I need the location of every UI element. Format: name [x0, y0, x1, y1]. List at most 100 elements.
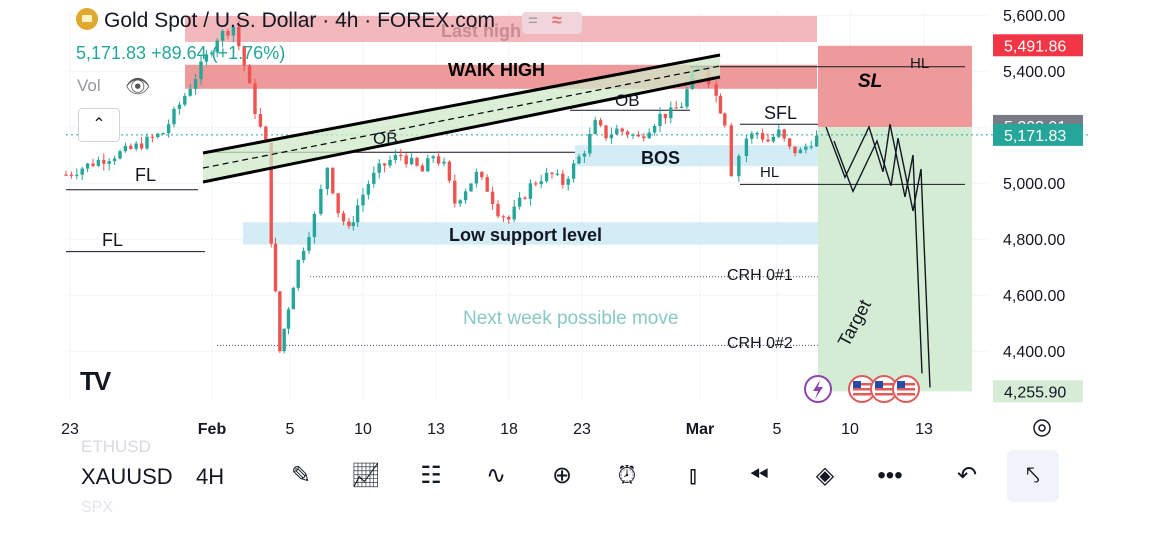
candle-body [351, 222, 355, 227]
us-flag-stripe [875, 388, 893, 391]
candle-body [669, 107, 673, 119]
layers-icon[interactable]: ◈ [815, 462, 835, 489]
candle-body [253, 83, 257, 115]
candle-body [679, 106, 684, 109]
candle-body [571, 163, 576, 179]
candle-body [636, 134, 641, 137]
x-tick-label: 5 [286, 421, 295, 438]
low-support-label: Low support level [449, 225, 602, 245]
us-flag-stripe [897, 393, 915, 396]
compare-icon[interactable]: = [528, 11, 538, 30]
layout-grid-icon[interactable]: ☷ [420, 462, 442, 489]
candle-body [787, 138, 792, 147]
price-axis: 5,600.005,400.005,200.005,000.004,800.00… [993, 8, 1083, 403]
candle-body [177, 104, 182, 109]
price-tag-label: 5,171.83 [1004, 128, 1066, 145]
us-flag-canton [853, 381, 861, 388]
alert-clock-icon[interactable]: ⏰︎ [617, 462, 637, 489]
last-high-label: Last high [441, 21, 521, 41]
us-flag-stripe [875, 383, 893, 386]
collapse-icon[interactable]: ⤣ [1007, 450, 1059, 502]
us-flag-stripe [853, 383, 871, 386]
candle-body [347, 221, 351, 227]
chart-title: Gold Spot / U.S. Dollar · 4h · FOREX.com [76, 8, 495, 33]
candle-body [507, 216, 511, 220]
x-tick-label: Feb [198, 421, 227, 438]
indicators-icon[interactable]: 📈︎ [350, 462, 382, 489]
candle-body [798, 149, 803, 154]
candle-body [75, 174, 79, 176]
candle-body [382, 163, 387, 166]
y-tick-label: 5,000.00 [1003, 176, 1065, 193]
candle-body [80, 168, 84, 175]
candle-body [204, 54, 209, 62]
more-icon[interactable]: ••• [877, 462, 903, 489]
ob-right-label: OB [615, 91, 640, 110]
candle-body [112, 158, 117, 162]
candle-body [91, 163, 95, 166]
lightning-icon-bolt [813, 380, 823, 399]
add-icon[interactable]: ⊕ [551, 462, 573, 489]
candle-body [426, 158, 430, 172]
projected-path [825, 124, 931, 388]
candles-icon[interactable]: ⫾ [689, 462, 697, 489]
price-tag-label: 5,491.86 [1004, 38, 1066, 55]
chevron-up-icon[interactable]: ⌃ [78, 108, 120, 142]
volume-label[interactable]: Vol [77, 76, 101, 95]
candle-body [123, 145, 128, 152]
ob-left-label: OB [373, 129, 398, 148]
candle-body [107, 161, 111, 164]
candle-body [134, 143, 138, 149]
us-flag-canton [897, 381, 905, 388]
last-high-zone [185, 16, 817, 42]
candle-body [307, 237, 311, 251]
candle-body [480, 171, 484, 178]
candle-body [388, 159, 392, 166]
y-tick-label: 5,400.00 [1003, 64, 1065, 81]
candle-body [593, 120, 597, 134]
fl-lower-label: FL [102, 230, 123, 250]
candle-body [242, 46, 246, 66]
candle-body [809, 146, 813, 148]
candle-body [458, 200, 462, 204]
candle-body [737, 155, 741, 177]
candle-body [642, 136, 646, 139]
candle-body [291, 287, 296, 310]
candle-body [550, 172, 554, 174]
x-tick-label: 10 [841, 421, 859, 438]
draw-pen-icon[interactable]: ✎ [290, 462, 312, 489]
candle-body [496, 203, 500, 217]
watchlist-prev-symbol[interactable]: ETHUSD [81, 437, 151, 456]
x-tick-label: Mar [686, 421, 714, 438]
quick-toggle[interactable] [522, 12, 582, 34]
timeframe-selector[interactable]: 4H [196, 464, 225, 489]
eye-off-icon[interactable]: 👁︎ [125, 76, 151, 98]
sfl-label: SFL [764, 103, 797, 123]
x-tick-label: 23 [61, 421, 79, 438]
candle-body [793, 146, 797, 154]
candle-body [620, 128, 624, 132]
patterns-icon[interactable]: ∿ [485, 462, 507, 489]
candle-body [336, 193, 340, 214]
candle-body [139, 143, 144, 149]
candle-body [604, 125, 608, 139]
candle-body [598, 120, 603, 126]
candle-body [718, 95, 723, 114]
candle-body [534, 183, 538, 185]
candle-body [615, 128, 619, 135]
candle-body [231, 26, 236, 36]
symbol-selector[interactable]: XAUUSD [81, 464, 173, 489]
us-flag-stripe [897, 388, 915, 391]
candle-body [517, 197, 522, 207]
candle-body [771, 136, 776, 142]
wave-icon[interactable]: ≈ [552, 10, 562, 30]
candle-body [714, 84, 718, 96]
candle-body [512, 206, 516, 220]
replay-icon[interactable]: ⏪︎ [749, 462, 769, 489]
undo-icon[interactable]: ↶ [956, 462, 978, 489]
watchlist-next-symbol[interactable]: SPX [81, 499, 114, 516]
candle-body [474, 171, 479, 184]
candle-body [69, 174, 74, 176]
candle-body [145, 136, 149, 149]
